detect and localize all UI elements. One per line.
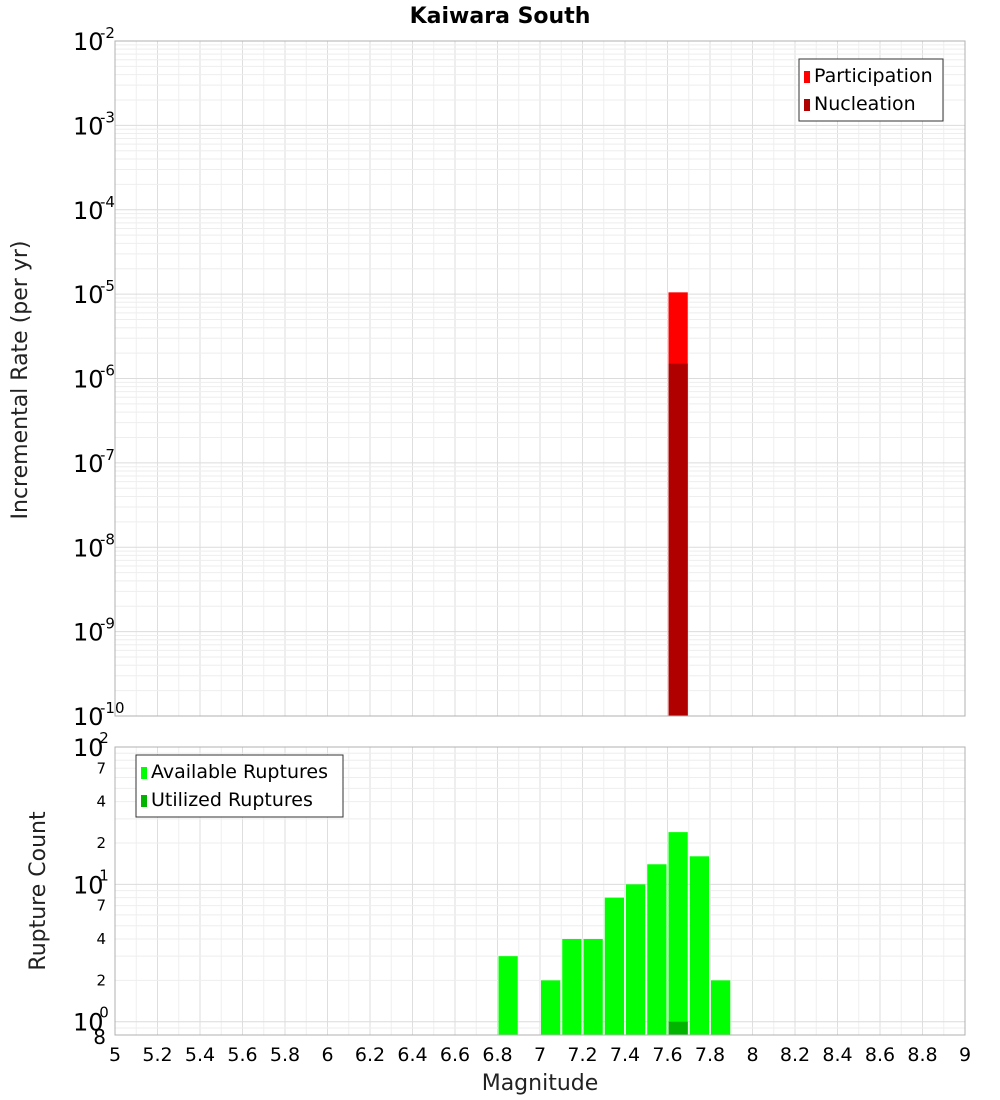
y-tick-label: 10: [73, 703, 104, 731]
y-tick-exponent: -10: [100, 699, 125, 717]
bar-available-ruptures: [604, 897, 624, 1035]
x-tick-label: 7: [534, 1044, 546, 1066]
y-tick-exponent: -3: [100, 108, 115, 126]
top-legend: Participation Nucleation: [798, 58, 944, 122]
incremental-rate-plot: 10-210-310-410-510-610-710-810-910-10Par…: [73, 24, 966, 731]
y-tick-label: 10: [73, 619, 104, 647]
y-tick-exponent: 1: [99, 866, 109, 884]
bottom-legend: Available Ruptures Utilized Ruptures: [135, 754, 344, 818]
y-tick-label: 10: [73, 534, 104, 562]
y-tick-label: 4: [96, 930, 106, 948]
y-tick-label: 10: [73, 734, 104, 762]
y-tick-exponent: 0: [99, 1004, 109, 1022]
bar-available-ruptures: [583, 939, 603, 1035]
y-tick-exponent: -8: [100, 530, 115, 548]
y-tick-exponent: -5: [100, 277, 115, 295]
x-tick-label: 7.6: [652, 1044, 682, 1066]
legend-label: Utilized Ruptures: [151, 789, 313, 811]
x-tick-label: 9: [959, 1044, 971, 1066]
legend-swatch: [141, 767, 147, 779]
legend-label: Available Ruptures: [151, 761, 328, 783]
bar-available-ruptures: [647, 864, 667, 1035]
legend-label: Participation: [814, 65, 933, 87]
bar-available-ruptures: [541, 980, 561, 1035]
y-tick-exponent: -9: [100, 615, 115, 633]
y-tick-label: 7: [96, 759, 106, 777]
legend-box: [798, 58, 944, 122]
legend-swatch: [804, 71, 810, 83]
x-tick-label: 5: [109, 1044, 121, 1066]
legend-label: Nucleation: [814, 93, 916, 115]
y-tick-label: 8: [93, 1025, 106, 1049]
bar-nucleation: [668, 363, 688, 716]
y-tick-label: 10: [73, 197, 104, 225]
x-tick-label: 5.4: [185, 1044, 215, 1066]
y-tick-label: 10: [73, 450, 104, 478]
x-tick-label: 6.4: [397, 1044, 427, 1066]
x-tick-label: 7.2: [567, 1044, 597, 1066]
x-tick-label: 6: [321, 1044, 333, 1066]
y-tick-label: 10: [73, 366, 104, 394]
y-tick-exponent: -7: [100, 446, 115, 464]
y-tick-label: 10: [73, 871, 104, 899]
bottom-plot-border: [114, 746, 966, 1036]
x-tick-label: 6.2: [355, 1044, 385, 1066]
x-tick-label: 7.4: [610, 1044, 640, 1066]
bar-available-ruptures: [711, 980, 731, 1035]
x-tick-label: 6.8: [482, 1044, 512, 1066]
x-tick-label: 7.8: [695, 1044, 725, 1066]
x-axis-label: Magnitude: [482, 1071, 599, 1096]
top-plot-border: [114, 40, 966, 717]
y-tick-label: 10: [73, 281, 104, 309]
y-tick-exponent: -2: [100, 24, 115, 42]
y-tick-label: 2: [96, 971, 106, 989]
x-tick-labels: 5 5.2 5.4 5.6 5.8 6 6.2 6.4 6.6 6.8 7 7.2 7.4 7.6 7.8 8…: [109, 1044, 971, 1066]
top-y-axis-label: Incremental Rate (per yr): [8, 241, 33, 520]
bottom-y-axis-label: Rupture Count: [26, 811, 51, 971]
x-tick-label: 8.2: [780, 1044, 810, 1066]
x-tick-label: 5.2: [142, 1044, 172, 1066]
bar-available-ruptures: [562, 939, 582, 1035]
y-tick-exponent: -6: [100, 362, 115, 380]
y-tick-label: 7: [96, 897, 106, 915]
legend-swatch: [141, 795, 147, 807]
x-tick-label: 5.6: [227, 1044, 257, 1066]
bar-available-ruptures: [626, 884, 646, 1035]
y-tick-exponent: 2: [99, 729, 109, 747]
legend-swatch: [804, 99, 810, 111]
y-tick-label: 10: [73, 112, 104, 140]
bar-available-ruptures: [498, 956, 518, 1035]
bar-utilized-ruptures: [668, 1021, 688, 1035]
y-tick-label: 10: [73, 1009, 104, 1037]
bar-available-ruptures: [689, 856, 709, 1035]
y-tick-label: 2: [96, 834, 106, 852]
x-tick-label: 6.6: [440, 1044, 470, 1066]
x-tick-label: 8.8: [907, 1044, 937, 1066]
y-tick-label: 4: [96, 793, 106, 811]
x-tick-label: 8.6: [865, 1044, 895, 1066]
bar-available-ruptures: [668, 832, 688, 1035]
y-tick-label: 10: [73, 28, 104, 56]
x-tick-label: 8.4: [822, 1044, 852, 1066]
x-tick-label: 5.8: [270, 1044, 300, 1066]
legend-box: [135, 754, 344, 818]
y-tick-exponent: -4: [100, 193, 115, 211]
x-tick-label: 8: [746, 1044, 758, 1066]
chart-title: Kaiwara South: [410, 4, 591, 29]
